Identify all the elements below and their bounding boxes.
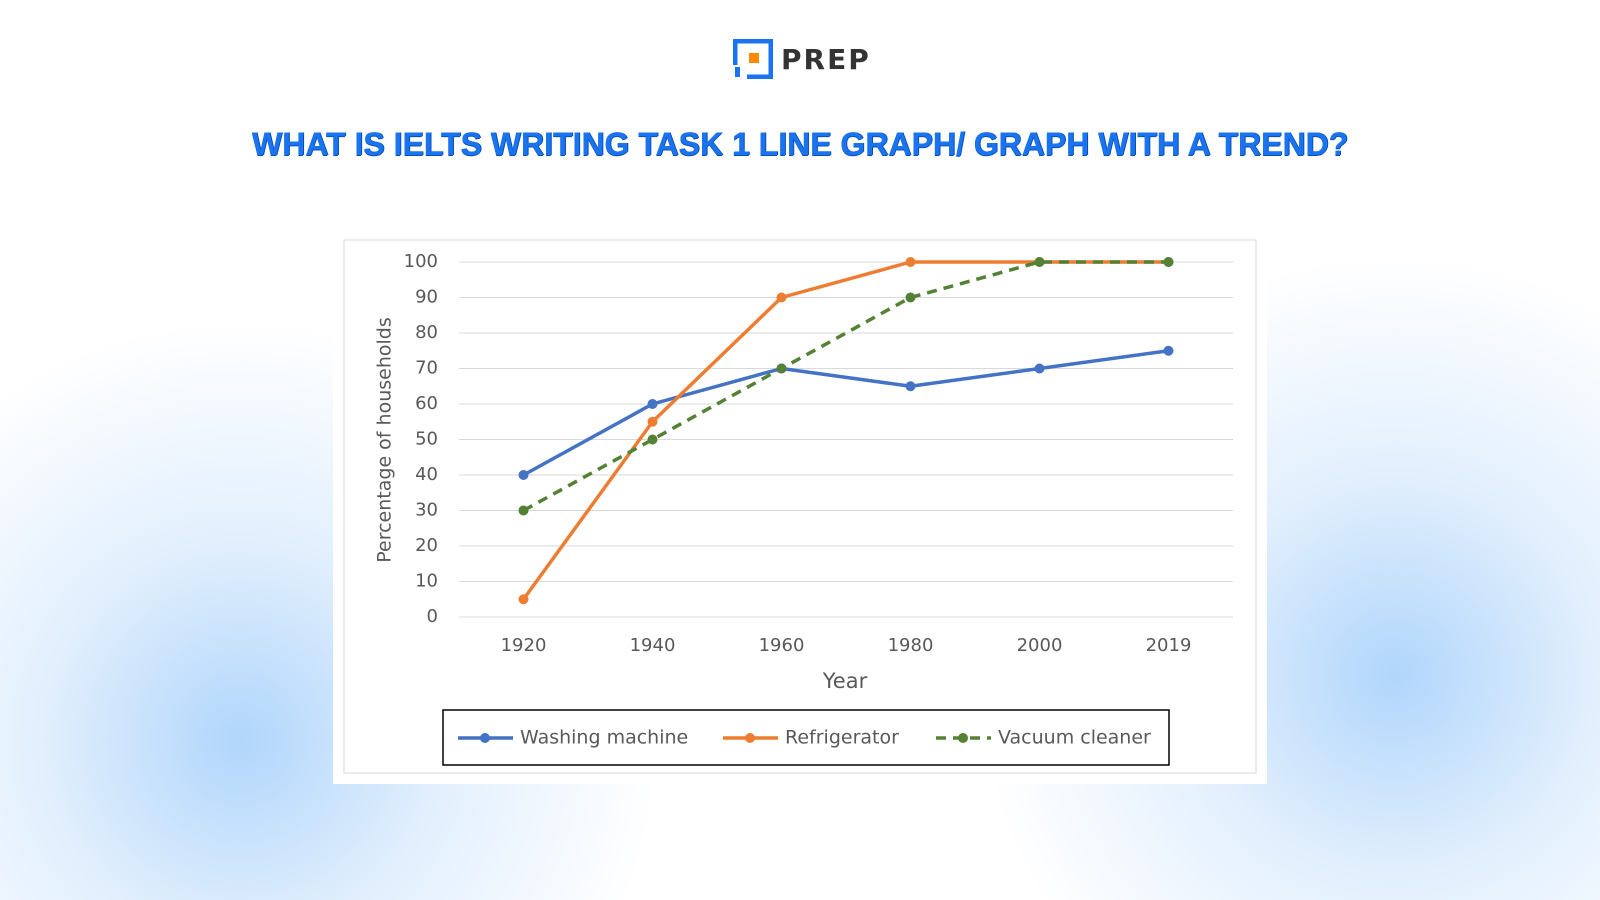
x-axis-label: Year [822, 669, 868, 693]
legend-marker [480, 733, 490, 743]
marker [1163, 257, 1174, 267]
y-tick-label: 80 [415, 322, 438, 343]
marker [776, 292, 787, 303]
legend-label: Washing machine [520, 727, 688, 749]
x-tick-label: 1980 [888, 635, 934, 656]
headline: WHAT IS IELTS WRITING TASK 1 LINE GRAPH/… [251, 126, 1349, 162]
y-tick-label: 0 [427, 606, 438, 627]
y-tick-label: 70 [415, 358, 438, 379]
y-tick-label: 50 [415, 429, 438, 450]
legend-label: Refrigerator [785, 727, 899, 749]
y-tick-label: 30 [415, 500, 438, 521]
y-tick-label: 100 [404, 251, 438, 272]
logo-icon [733, 39, 773, 79]
marker [905, 381, 916, 392]
marker [518, 470, 529, 480]
y-axis-label: Percentage of households [374, 317, 396, 562]
x-tick-label: 1940 [630, 635, 676, 656]
legend-marker [745, 733, 755, 743]
marker [905, 292, 916, 303]
series-line [522, 260, 1169, 513]
marker [1034, 257, 1045, 267]
marker [518, 505, 529, 516]
y-tick-label: 90 [415, 287, 438, 308]
legend-box [442, 709, 1170, 766]
logo: PREP [733, 38, 871, 80]
brand: PREP [781, 42, 871, 76]
series-line [522, 349, 1169, 477]
chart-area [343, 239, 1257, 774]
marker [647, 434, 658, 445]
y-tick-label: 60 [415, 393, 438, 414]
y-tick-label: 20 [415, 535, 438, 556]
x-tick-label: 1960 [759, 635, 805, 656]
y-tick-label: 40 [415, 464, 438, 485]
marker [1163, 345, 1174, 356]
y-tick-label: 10 [415, 571, 438, 592]
marker [905, 257, 916, 267]
x-tick-label: 2000 [1017, 635, 1063, 656]
x-tick-label: 2019 [1146, 635, 1192, 656]
marker [647, 416, 658, 427]
marker [518, 594, 529, 605]
legend-label: Vacuum cleaner [998, 727, 1151, 749]
x-tick-label: 1920 [501, 635, 547, 656]
marker [776, 363, 787, 374]
marker [647, 399, 658, 409]
marker [1034, 363, 1045, 374]
legend-marker [958, 733, 968, 743]
